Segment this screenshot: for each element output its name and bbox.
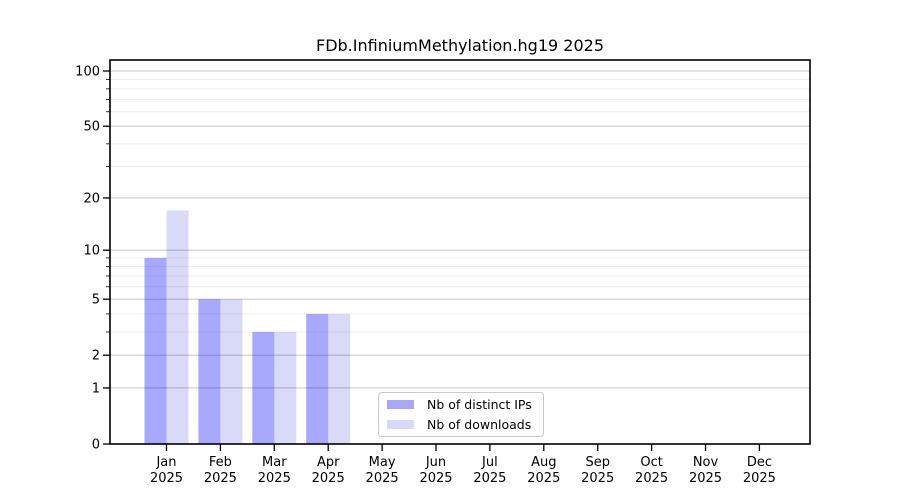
x-tick-label-month: Aug xyxy=(531,455,556,470)
x-tick-label-month: Sep xyxy=(585,455,610,470)
x-tick-label-year: 2025 xyxy=(527,471,560,486)
y-tick-label: 2 xyxy=(92,349,100,364)
x-tick-label-year: 2025 xyxy=(419,471,452,486)
legend-item-distinct-ips: Nb of distinct IPs xyxy=(387,397,543,413)
legend-label-downloads: Nb of downloads xyxy=(427,416,532,432)
y-tick-label: 10 xyxy=(83,244,100,259)
x-tick-label-month: Apr xyxy=(317,455,340,470)
x-tick-label-year: 2025 xyxy=(312,471,345,486)
bar-distinct-ips xyxy=(252,331,275,444)
x-tick-label-year: 2025 xyxy=(689,471,722,486)
legend-item-downloads: Nb of downloads xyxy=(387,417,543,433)
bar-downloads xyxy=(220,299,243,444)
legend-swatch-downloads xyxy=(387,419,414,429)
y-tick-label: 1 xyxy=(92,381,100,396)
x-tick-label-year: 2025 xyxy=(581,471,614,486)
x-tick-label-month: Feb xyxy=(209,455,232,470)
x-tick-label-month: May xyxy=(369,455,396,470)
chart-title: FDb.InfiniumMethylation.hg19 2025 xyxy=(316,36,604,55)
x-tick-label-month: Dec xyxy=(747,455,772,470)
plot-border xyxy=(109,59,811,445)
bar-distinct-ips xyxy=(198,299,221,444)
x-tick-label-month: Nov xyxy=(693,455,719,470)
bar-downloads xyxy=(166,210,189,444)
legend-label-distinct-ips: Nb of distinct IPs xyxy=(427,396,532,412)
x-tick-label-year: 2025 xyxy=(635,471,668,486)
x-tick-label-year: 2025 xyxy=(473,471,506,486)
legend: Nb of distinct IPs Nb of downloads xyxy=(378,392,544,437)
bar-distinct-ips xyxy=(306,313,329,444)
x-tick-label-year: 2025 xyxy=(743,471,776,486)
bar-downloads xyxy=(328,313,351,444)
x-tick-label-month: Oct xyxy=(640,455,662,470)
y-tick-label: 50 xyxy=(83,120,100,135)
x-tick-label-month: Jun xyxy=(425,455,446,470)
y-tick-label: 100 xyxy=(75,65,100,80)
x-tick-label-month: Jul xyxy=(481,455,498,470)
y-tick-label: 5 xyxy=(92,293,100,308)
x-tick-label-year: 2025 xyxy=(150,471,183,486)
y-tick-label: 20 xyxy=(83,191,100,206)
x-tick-label-year: 2025 xyxy=(258,471,291,486)
bar-downloads xyxy=(274,331,297,444)
x-tick-label-month: Mar xyxy=(262,455,287,470)
x-tick-label-month: Jan xyxy=(155,455,176,470)
y-tick-label: 0 xyxy=(92,438,100,453)
bar-distinct-ips xyxy=(144,257,167,444)
legend-swatch-distinct-ips xyxy=(387,400,414,410)
x-tick-label-year: 2025 xyxy=(204,471,237,486)
x-tick-label-year: 2025 xyxy=(366,471,399,486)
